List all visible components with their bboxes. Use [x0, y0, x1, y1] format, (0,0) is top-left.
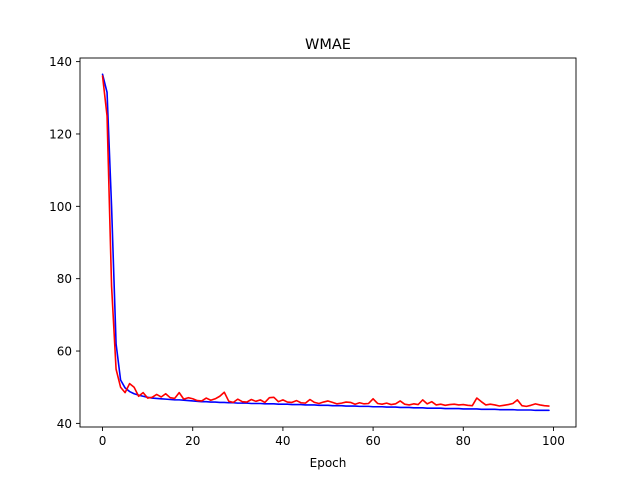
plot-area	[80, 58, 576, 427]
series-line-2	[101, 75, 550, 408]
chart-title: WMAE	[305, 37, 351, 53]
x-tick-label: 80	[456, 434, 471, 448]
y-tick-label: 100	[49, 200, 72, 214]
plot-frame	[79, 57, 577, 428]
x-axis-label: Epoch	[310, 456, 347, 470]
x-tick-label: 100	[542, 434, 565, 448]
series-line-1	[101, 73, 550, 412]
y-tick-label: 80	[57, 272, 72, 286]
y-tick-label: 40	[57, 417, 72, 431]
y-tick-label: 140	[49, 55, 72, 69]
series-layer	[101, 73, 550, 412]
x-tick-label: 20	[185, 434, 200, 448]
axis-layer: 0 20 40 60 80 100 40 60 80 100 120 140	[49, 55, 577, 448]
x-tick-label: 60	[365, 434, 380, 448]
x-tick-label: 0	[99, 434, 107, 448]
y-tick-label: 60	[57, 345, 72, 359]
y-tick-label: 120	[49, 127, 72, 141]
plot-background	[80, 58, 576, 427]
x-tick-label: 40	[275, 434, 290, 448]
